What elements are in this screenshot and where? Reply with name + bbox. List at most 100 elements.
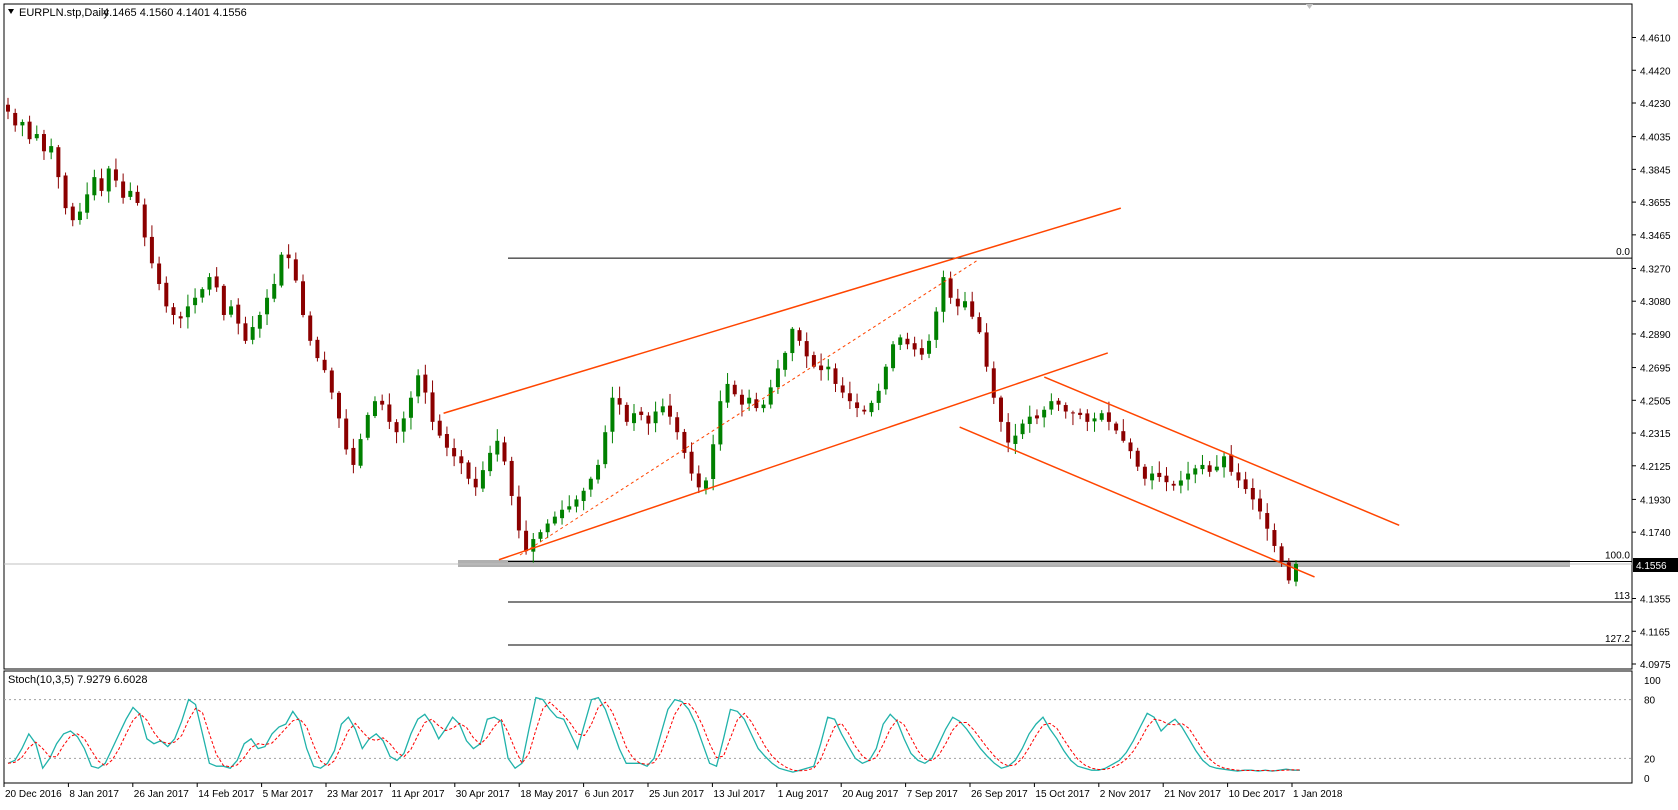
candle [221, 284, 226, 321]
candle [99, 168, 104, 197]
candle [34, 125, 39, 141]
candle [682, 428, 687, 459]
candle [826, 359, 831, 381]
time-tick-label: 20 Aug 2017 [842, 789, 899, 800]
candle [660, 398, 665, 416]
candle [991, 361, 996, 405]
candle [243, 316, 248, 344]
candle [855, 393, 860, 418]
candle [1085, 409, 1090, 432]
candle [1243, 471, 1248, 494]
caret-down-icon[interactable] [8, 9, 14, 14]
candle [272, 273, 277, 303]
candle [502, 436, 507, 466]
candle [20, 119, 25, 137]
channel-line[interactable] [1044, 376, 1400, 526]
candle [948, 271, 953, 304]
candle [862, 405, 867, 415]
candle [236, 298, 241, 335]
price-tick-label: 4.2315 [1640, 429, 1671, 440]
candle [1099, 410, 1104, 422]
time-tick-label: 7 Sep 2017 [907, 789, 959, 800]
candle [135, 185, 140, 206]
candle [380, 394, 385, 411]
candle [13, 108, 18, 132]
candle [574, 495, 579, 513]
candle [538, 529, 543, 543]
stoch-level-label: 0 [1644, 774, 1650, 785]
candle [185, 294, 190, 329]
candle [1193, 464, 1198, 484]
candle [286, 244, 291, 269]
candle [775, 359, 780, 394]
candle [596, 459, 601, 484]
time-tick-label: 2 Nov 2017 [1100, 789, 1152, 800]
candle [1164, 467, 1169, 492]
price-tick-label: 4.3465 [1640, 231, 1671, 242]
candle [610, 386, 615, 444]
candle [1200, 454, 1205, 475]
candle [883, 364, 888, 395]
channel-line[interactable] [959, 426, 1315, 578]
stoch-lines [7, 696, 1301, 773]
candle [1265, 503, 1270, 541]
candle [977, 312, 982, 334]
channel-line[interactable] [498, 352, 1109, 561]
candle [1034, 409, 1039, 425]
candle [667, 393, 672, 425]
candle [761, 399, 766, 413]
candle [675, 412, 680, 440]
price-tick-label: 4.2505 [1640, 396, 1671, 407]
price-tick-label: 4.4230 [1640, 99, 1671, 110]
candle [106, 165, 111, 203]
candle [703, 477, 708, 495]
candle [725, 373, 730, 408]
candle [1042, 406, 1047, 428]
candle [696, 465, 701, 494]
price-tick-label: 4.1740 [1640, 528, 1671, 539]
candle [1142, 464, 1147, 486]
candle [1013, 423, 1018, 454]
chevron-down-icon[interactable] [1306, 4, 1313, 9]
candle [718, 390, 723, 451]
candle [452, 438, 457, 467]
candle [293, 252, 298, 283]
candle [365, 412, 370, 441]
candle [437, 414, 442, 439]
candle [473, 466, 478, 496]
candle [229, 300, 234, 318]
price-tick-label: 4.0975 [1640, 660, 1671, 671]
candle [689, 442, 694, 481]
candle [301, 274, 306, 318]
candle [732, 380, 737, 397]
candle [783, 351, 788, 377]
time-tick-label: 6 Jun 2017 [585, 789, 635, 800]
candle [1056, 398, 1061, 411]
candle [1258, 489, 1263, 520]
candle [934, 307, 939, 348]
candle [1092, 412, 1097, 432]
fib-level-label: 0.0 [1616, 247, 1630, 258]
candle [891, 341, 896, 372]
candle [1286, 558, 1291, 584]
candle [545, 519, 550, 539]
candle [941, 270, 946, 323]
time-tick-label: 13 Jul 2017 [713, 789, 765, 800]
candle [488, 445, 493, 477]
candle [1006, 413, 1011, 453]
price-tick-label: 4.2695 [1640, 364, 1671, 375]
candle [329, 367, 334, 400]
candle [178, 311, 183, 329]
time-tick-label: 11 Apr 2017 [391, 789, 445, 800]
candle [1236, 463, 1241, 488]
candle [1272, 523, 1277, 553]
candle [1222, 451, 1227, 478]
candle [423, 364, 428, 404]
candle [1121, 419, 1126, 443]
main-chart-frame [3, 3, 1633, 670]
candle [639, 407, 644, 421]
time-tick-label: 1 Aug 2017 [778, 789, 829, 800]
channel-line[interactable] [443, 207, 1122, 414]
